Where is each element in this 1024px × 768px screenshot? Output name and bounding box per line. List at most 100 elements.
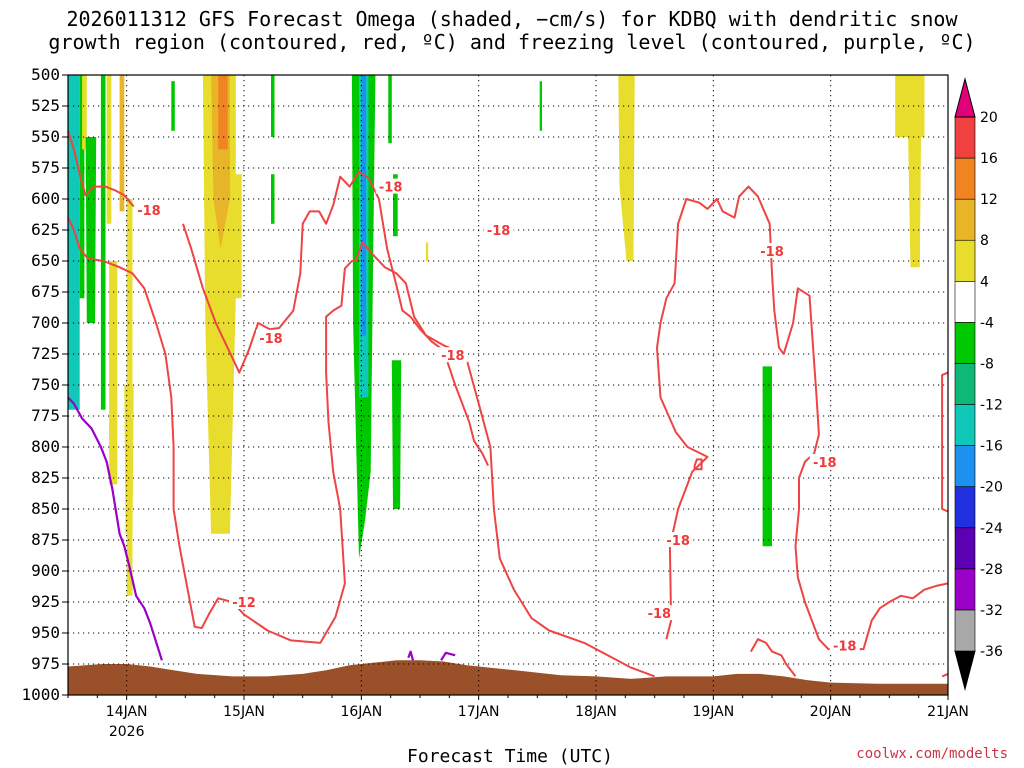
dgz-label-3: -18 (441, 349, 465, 364)
y-axis: 500 525 550 575 600 625 650 675 700 725 750 775 800 8… (21, 65, 68, 704)
colorbar-label-1: -32 (980, 603, 1003, 619)
y-tick-label-775: 775 (31, 406, 60, 425)
colorbar-label-6: -12 (980, 398, 1003, 414)
dgz-label-bg-2 (375, 178, 406, 194)
y-tick-label-950: 950 (31, 623, 60, 642)
y-tick-label-925: 925 (31, 592, 60, 611)
dgz-contours (67, 130, 949, 678)
y-tick-label-575: 575 (31, 158, 60, 177)
dgz-label-0: -18 (137, 204, 161, 219)
colorbar-swatch-8 (954, 322, 976, 364)
dgz-label-2: -18 (379, 181, 403, 196)
omega-region-8 (119, 75, 125, 212)
y-tick-label-550: 550 (31, 127, 60, 146)
dgz-label-bg-7 (757, 243, 787, 259)
y-tick-label-825: 825 (31, 468, 60, 487)
y-tick-label-850: 850 (31, 499, 60, 518)
colorbar-swatch-3 (954, 527, 976, 570)
x-tick-label-16JAN: 16JAN (340, 704, 382, 720)
freezing-contour-2 (440, 651, 456, 661)
chart-title-line2: growth region (contoured, red, ºC) and f… (48, 30, 976, 54)
dgz-label-bg-5 (644, 605, 675, 621)
x-tick-sublabel-14JAN: 2026 (109, 724, 145, 740)
omega-region-23 (425, 242, 429, 261)
colorbar-swatch-2 (954, 568, 976, 611)
dgz-contour-5 (750, 638, 797, 678)
y-tick-label-875: 875 (31, 530, 60, 549)
colorbar-label-11: 12 (980, 192, 998, 208)
chart-title-line1: 2026011312 GFS Forecast Omega (shaded, −… (66, 7, 958, 31)
omega-region-4 (100, 75, 106, 410)
colorbar-swatch-5 (954, 445, 976, 487)
x-tick-label-19JAN: 19JAN (692, 704, 734, 720)
dgz-label-9: -18 (833, 639, 857, 654)
omega-region-2 (82, 75, 87, 150)
y-tick-label-625: 625 (31, 220, 60, 239)
y-tick-label-525: 525 (31, 96, 60, 115)
terrain-fill (68, 660, 948, 695)
omega-region-9 (126, 199, 133, 596)
dgz-label-4: -18 (487, 224, 511, 239)
omega-region-14 (234, 174, 242, 299)
omega-region-28 (908, 137, 921, 268)
x-tick-label-15JAN: 15JAN (223, 704, 265, 720)
x-tick-label-14JAN: 14JAN (106, 704, 148, 720)
omega-region-19 (361, 75, 366, 336)
colorbar-swatch-10 (954, 239, 976, 282)
colorbar-swatch-9 (954, 281, 976, 323)
dgz-label-bg-4 (483, 222, 514, 237)
colorbar-label-8: -4 (980, 315, 994, 331)
y-tick-label-900: 900 (31, 561, 60, 580)
credit-text: coolwx.com/modelts (856, 746, 1008, 762)
omega-region-3 (85, 137, 97, 323)
dgz-label-8: -18 (813, 456, 837, 471)
colorbar-label-3: -24 (980, 521, 1003, 537)
freezing-contour-1 (407, 650, 415, 661)
dgz-label-bg-9 (829, 637, 860, 653)
dgz-label-6: -18 (666, 534, 690, 549)
omega-region-25 (618, 75, 635, 261)
colorbar-label-7: -8 (980, 356, 994, 372)
colorbar-label-9: 4 (980, 274, 989, 290)
dgz-label-7: -18 (760, 245, 784, 260)
colorbar-swatch-4 (954, 486, 976, 529)
colorbar-label-12: 16 (980, 151, 998, 167)
dgz-label-bg-3 (437, 347, 468, 363)
omega-region-15 (271, 75, 275, 137)
x-axis: 14JAN 2026 15JAN 16JAN 17JAN 18JAN 19JAN 20JAN 2… (67, 695, 969, 740)
y-tick-label-975: 975 (31, 654, 60, 673)
dgz-label-bg-0 (133, 202, 164, 218)
colorbar-swatch-12 (954, 157, 976, 200)
colorbar-top-arrow (954, 77, 976, 118)
omega-region-26 (762, 366, 772, 547)
colorbar-label-0: -36 (980, 644, 1003, 660)
y-tick-label-1000: 1000 (21, 685, 60, 704)
colorbar-label-10: 8 (980, 233, 989, 249)
omega-shading (68, 75, 925, 596)
x-tick-label-18JAN: 18JAN (575, 704, 617, 720)
y-tick-label-650: 650 (31, 251, 60, 270)
colorbar-label-4: -20 (980, 480, 1003, 496)
terrain-layer (68, 660, 948, 695)
colorbar-swatch-11 (954, 198, 976, 241)
omega-region-6 (109, 261, 118, 485)
colorbar-swatch-6 (954, 404, 976, 446)
colorbar-swatch-1 (954, 609, 976, 652)
y-tick-label-675: 675 (31, 282, 60, 301)
dgz-label-bg-12 (229, 594, 259, 609)
dgz-contour-4 (693, 458, 703, 471)
x-tick-label-17JAN: 17JAN (458, 704, 500, 720)
omega-region-27 (895, 75, 925, 137)
y-tick-label-500: 500 (31, 65, 60, 84)
dgz-label-5: -18 (648, 607, 672, 622)
dgz-label-12: -12 (232, 596, 256, 611)
omega-region-20 (388, 75, 392, 144)
colorbar-swatch-7 (954, 363, 976, 405)
omega-region-5 (106, 75, 112, 224)
colorbar-label-13: 20 (980, 110, 998, 126)
dgz-label-bg-1 (255, 329, 286, 345)
y-tick-label-750: 750 (31, 375, 60, 394)
dgz-contour-6 (941, 672, 949, 678)
dgz-contour-2 (182, 170, 490, 467)
